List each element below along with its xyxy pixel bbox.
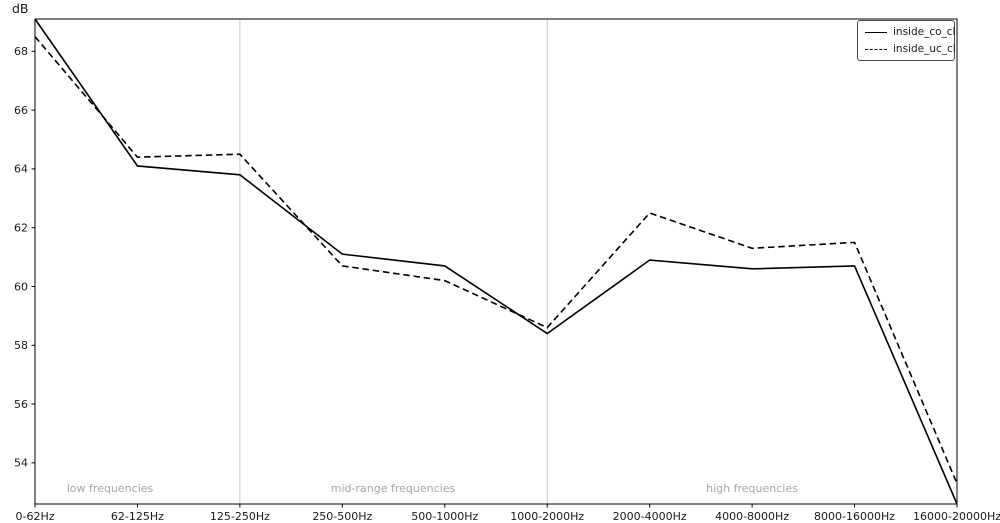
series-line-inside_co_cl — [34, 18, 958, 505]
y-tick-label: 54 — [14, 457, 28, 470]
legend: inside_co_cl inside_uc_cl — [857, 20, 956, 61]
x-tick-label: 8000-16000Hz — [814, 510, 895, 523]
y-tick-label: 64 — [14, 163, 28, 176]
x-tick-label: 250-500Hz — [312, 510, 372, 523]
x-tick-label: 125-250Hz — [210, 510, 270, 523]
solid-line-swatch-icon — [865, 31, 887, 33]
y-tick-label: 60 — [14, 280, 28, 293]
region-label-low-frequencies: low frequencies — [66, 482, 154, 495]
x-tick-label: 1000-2000Hz — [510, 510, 584, 523]
x-tick-label: 62-125Hz — [111, 510, 164, 523]
legend-item-inside-co-cl: inside_co_cl — [865, 25, 955, 39]
x-tick-label: 500-1000Hz — [411, 510, 478, 523]
dashed-line-swatch-icon — [865, 48, 887, 50]
y-tick-label: 62 — [14, 221, 28, 234]
x-tick-label: 2000-4000Hz — [613, 510, 687, 523]
y-tick-label: 58 — [14, 339, 28, 352]
legend-item-inside-uc-cl: inside_uc_cl — [865, 42, 956, 56]
y-tick-label: 56 — [14, 398, 28, 411]
x-tick-label: 16000-20000Hz — [913, 510, 1000, 523]
plot-border — [34, 18, 958, 505]
y-tick-label: 66 — [14, 104, 28, 117]
legend-label-inside-uc-cl: inside_uc_cl — [893, 43, 956, 55]
series-line-inside_uc_cl — [34, 36, 958, 484]
y-tick-label: 68 — [14, 45, 28, 58]
region-label-mid-range-frequencies: mid-range frequencies — [330, 482, 456, 495]
legend-label-inside-co-cl: inside_co_cl — [893, 26, 956, 38]
x-tick-label: 0-62Hz — [15, 510, 54, 523]
region-label-high-frequencies: high frequencies — [706, 482, 798, 495]
y-axis-unit-label: dB — [12, 1, 29, 16]
x-tick-label: 4000-8000Hz — [715, 510, 789, 523]
